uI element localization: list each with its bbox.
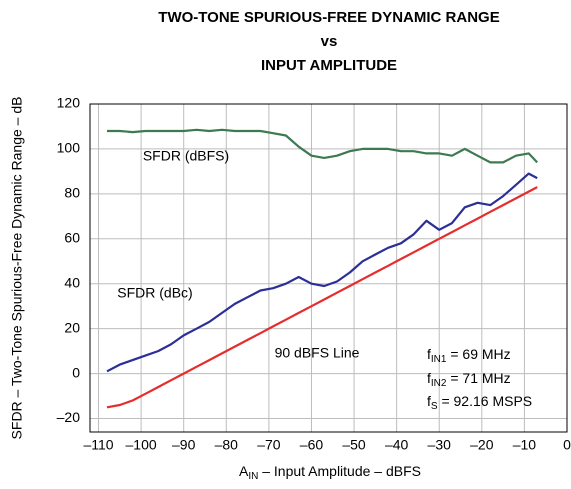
y-tick-label: 60: [64, 229, 80, 245]
data-line: [107, 128, 538, 164]
x-tick-label: –100: [126, 437, 157, 453]
x-tick-label: –40: [385, 437, 409, 453]
y-tick-label: 120: [57, 95, 81, 111]
annotation-sub: IN2: [431, 378, 447, 389]
data-line: [106, 172, 538, 373]
annotation-rest: = 69 MHz: [446, 346, 510, 362]
x-tick-label: –20: [470, 437, 494, 453]
y-axis-label: SFDR – Two-Tone Spurious-Free Dynamic Ra…: [9, 97, 25, 440]
y-tick-label: 40: [64, 274, 80, 290]
x-axis-label-main: A: [239, 463, 249, 479]
data-line: [106, 186, 538, 409]
annotation: fIN2 = 71 MHz: [427, 370, 511, 389]
x-tick-label: –70: [257, 437, 281, 453]
x-tick-label: –50: [342, 437, 366, 453]
annotation-main: f: [427, 346, 431, 362]
y-tick-label: 20: [64, 319, 80, 335]
annotation: SFDR (dBc): [117, 285, 192, 301]
annotation: fS = 92.16 MSPS: [427, 393, 532, 412]
x-tick-label: –10: [513, 437, 537, 453]
x-tick-label: –60: [300, 437, 324, 453]
x-tick-label: –80: [215, 437, 239, 453]
x-axis-label: AIN – Input Amplitude – dBFS: [239, 463, 421, 482]
annotation: SFDR (dBFS): [143, 148, 229, 164]
annotation-sub: S: [431, 401, 438, 412]
annotation: 90 dBFS Line: [275, 345, 360, 361]
x-tick-label: 0: [563, 437, 571, 453]
x-tick-label: –90: [172, 437, 196, 453]
chart-title: TWO-TONE SPURIOUS-FREE DYNAMIC RANGE: [158, 9, 499, 26]
chart-title: INPUT AMPLITUDE: [261, 57, 397, 74]
x-axis-label-sub: IN: [248, 471, 258, 482]
y-tick-label: 100: [57, 140, 81, 156]
y-tick-label: 80: [64, 185, 80, 201]
annotation-main: f: [427, 370, 431, 386]
annotation: fIN1 = 69 MHz: [427, 346, 511, 365]
chart-title: vs: [321, 33, 338, 50]
x-tick-label: –30: [428, 437, 452, 453]
annotation-main: f: [427, 393, 431, 409]
plot-frame: [89, 103, 568, 433]
annotation-sub: IN1: [431, 354, 447, 365]
annotation-rest: = 71 MHz: [446, 370, 510, 386]
y-tick-label: –20: [57, 409, 81, 425]
annotation-rest: = 92.16 MSPS: [438, 393, 533, 409]
x-tick-label: –110: [83, 437, 113, 453]
x-axis-label-rest: – Input Amplitude – dBFS: [258, 463, 421, 479]
y-tick-label: 0: [72, 364, 80, 380]
